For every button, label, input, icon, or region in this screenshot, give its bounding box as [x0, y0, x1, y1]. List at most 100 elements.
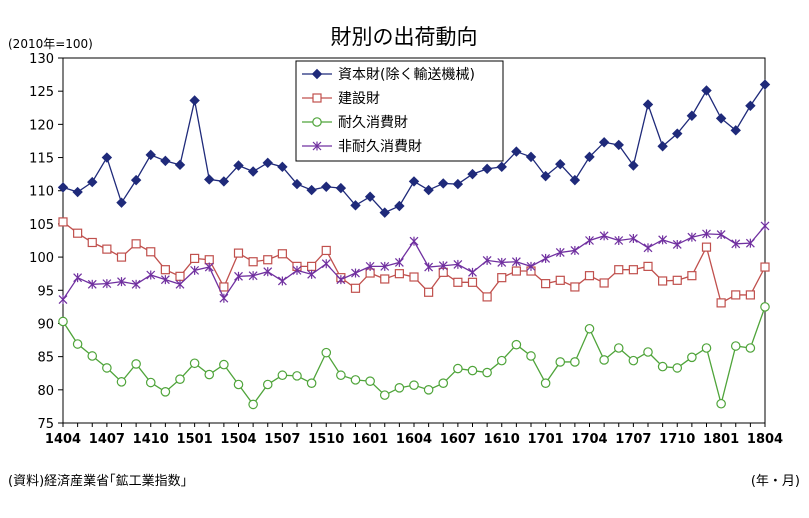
data-point [657, 141, 668, 152]
data-point [438, 378, 449, 388]
legend-label: 耐久消費財 [338, 115, 408, 131]
data-point [423, 184, 434, 196]
x-tick-label: 1410 [133, 432, 169, 447]
data-point [58, 316, 68, 327]
data-point [745, 100, 756, 111]
data-point [424, 262, 434, 272]
data-point [628, 265, 638, 275]
y-tick-label: 125 [29, 85, 54, 100]
data-point [263, 267, 273, 277]
x-tick-label: 1707 [615, 432, 651, 447]
data-point [101, 152, 113, 163]
data-point [570, 357, 580, 367]
data-point [160, 387, 171, 397]
data-point [248, 399, 258, 410]
data-point [219, 282, 229, 292]
data-point [218, 176, 230, 187]
data-point [321, 347, 332, 358]
data-point [379, 390, 390, 400]
data-point [760, 221, 770, 231]
data-point [438, 178, 449, 189]
data-point [306, 378, 317, 388]
data-point [686, 110, 698, 121]
y-tick-label: 85 [37, 351, 54, 366]
data-point [409, 236, 419, 246]
data-point [116, 377, 127, 387]
data-point [336, 275, 346, 285]
data-point [87, 279, 97, 289]
data-point [365, 376, 375, 386]
data-point [117, 277, 126, 287]
data-point [175, 279, 185, 289]
data-point [190, 265, 200, 275]
y-tick-label: 80 [37, 384, 54, 399]
data-point [658, 235, 668, 245]
data-point [525, 151, 537, 163]
data-point [292, 371, 302, 381]
x-tick-label: 1801 [703, 432, 739, 447]
data-point [291, 178, 303, 190]
data-point [467, 365, 478, 376]
data-point [452, 178, 464, 190]
series-0 [57, 79, 771, 218]
legend-label: 建設財 [338, 91, 380, 107]
data-point [453, 277, 463, 287]
legend-swatch-marker [312, 93, 322, 103]
data-point [72, 339, 83, 349]
data-point [570, 282, 580, 292]
data-point [219, 293, 229, 303]
data-point [102, 279, 112, 289]
data-point [423, 385, 434, 395]
data-point [716, 398, 726, 409]
data-point [731, 239, 741, 249]
y-tick-label: 75 [37, 417, 54, 432]
plot-area: 75 80 85 90 95 100 105 110 115 120 125 130 1404 1407 1… [29, 52, 783, 447]
legend-item: 非耐久消費財 [302, 139, 422, 155]
data-point [160, 275, 170, 285]
data-point [233, 248, 244, 258]
data-point [745, 343, 756, 353]
data-point [511, 257, 521, 267]
data-point [643, 261, 653, 271]
data-point [394, 200, 405, 212]
x-tick-label: 1601 [352, 432, 388, 447]
data-point [467, 168, 478, 180]
series-3 [58, 221, 770, 305]
data-point [394, 257, 404, 267]
data-point [643, 347, 653, 357]
legend-item: 資本財(除く輸送機械) [302, 67, 475, 83]
data-point [87, 237, 97, 248]
data-point [613, 139, 624, 151]
data-point [555, 247, 565, 257]
data-point [584, 323, 595, 334]
y-tick-label: 100 [29, 251, 54, 266]
data-point [496, 161, 507, 173]
data-point [189, 95, 200, 106]
data-point [380, 274, 390, 284]
data-point [687, 232, 697, 242]
data-point [716, 230, 726, 240]
y-tick-label: 120 [29, 118, 54, 133]
x-tick-label: 1710 [659, 432, 695, 447]
series-line [62, 221, 766, 304]
data-point [175, 271, 185, 281]
data-point [57, 182, 69, 193]
data-point [189, 358, 200, 369]
data-point [307, 261, 317, 271]
data-point [555, 158, 566, 170]
data-point [628, 355, 639, 366]
y-tick-label: 105 [29, 218, 54, 233]
data-point [87, 351, 98, 361]
data-point [277, 370, 288, 381]
data-point [745, 290, 755, 300]
data-point [116, 252, 127, 262]
data-point [277, 249, 287, 259]
data-point [146, 247, 156, 257]
data-point [496, 355, 507, 366]
x-tick-label: 1607 [440, 432, 476, 447]
x-tick-label: 1504 [220, 432, 256, 447]
data-point [540, 378, 551, 388]
data-point [628, 234, 638, 244]
x-tick-label: 1507 [264, 432, 300, 447]
